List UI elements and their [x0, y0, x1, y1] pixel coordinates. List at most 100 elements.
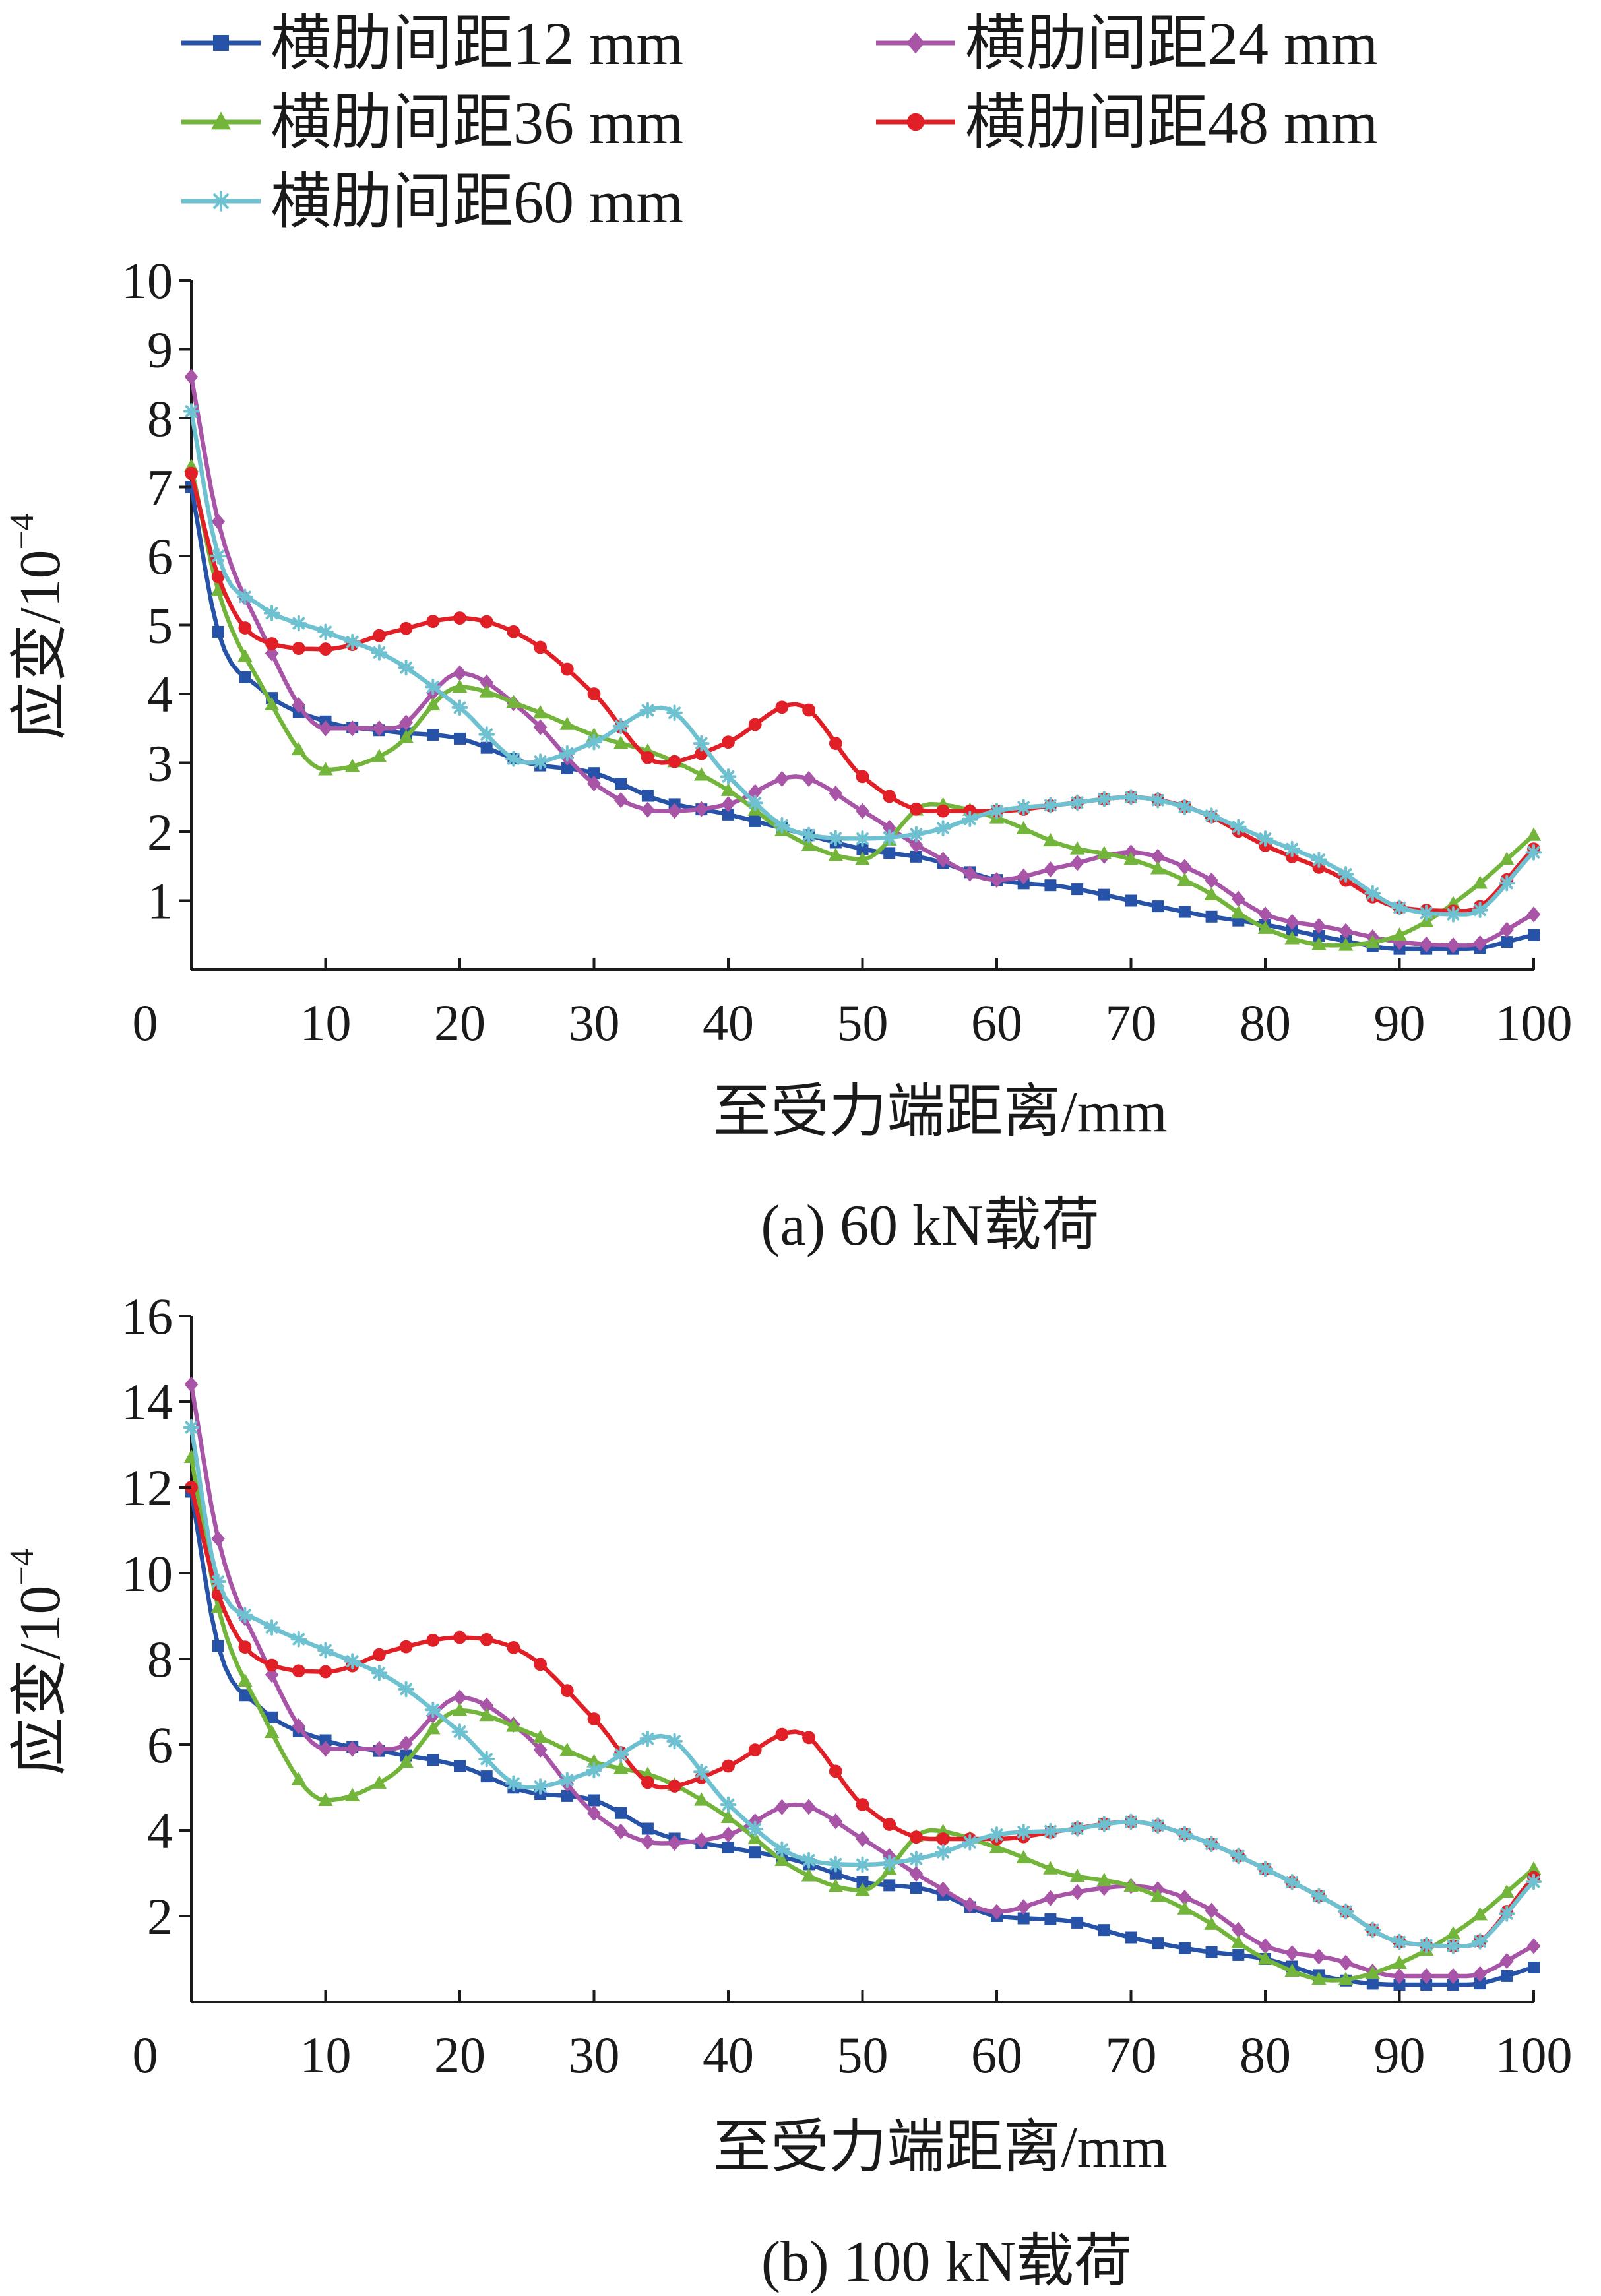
data-point: [801, 837, 817, 851]
data-point: [1284, 1874, 1301, 1890]
legend-marker-diamond: [906, 32, 925, 54]
data-point: [372, 1741, 387, 1757]
data-point: [856, 770, 869, 784]
data-point: [265, 637, 278, 650]
data-point: [1313, 930, 1325, 943]
data-point: [775, 700, 789, 714]
data-point: [722, 1759, 735, 1773]
data-point: [1499, 852, 1515, 865]
x-tick-label: 10: [300, 2026, 352, 2084]
data-point: [237, 648, 253, 662]
data-point: [1392, 1955, 1407, 1970]
data-point: [1526, 906, 1541, 923]
data-point: [1150, 848, 1165, 865]
data-point: [989, 872, 1004, 888]
data-point: [1311, 1888, 1327, 1904]
data-point: [184, 369, 199, 385]
data-point: [587, 1805, 601, 1822]
data-point: [1311, 937, 1327, 950]
data-point: [371, 644, 388, 661]
series-b-60-mm: [183, 1419, 1542, 1954]
data-point: [882, 819, 896, 836]
data-point: [936, 804, 950, 818]
data-point: [1501, 1970, 1513, 1982]
data-point: [1501, 936, 1513, 948]
data-point: [1472, 1933, 1488, 1950]
data-point: [480, 1770, 493, 1783]
data-point: [398, 1681, 414, 1698]
data-point: [344, 759, 360, 772]
data-point: [1499, 1952, 1514, 1970]
data-point: [586, 733, 602, 751]
data-point: [1042, 1822, 1059, 1840]
data-point: [506, 695, 521, 708]
data-point: [1203, 807, 1220, 824]
data-point: [1257, 830, 1274, 847]
x-tick-labels-a: 0 10 20 30 40 50 60 70 80 90 100: [133, 958, 1573, 1051]
data-point: [641, 790, 654, 802]
x-tick-label: 0: [133, 994, 158, 1051]
data-point: [1447, 1979, 1459, 1991]
data-point: [1528, 929, 1540, 941]
data-point: [480, 615, 493, 629]
data-point: [453, 611, 466, 625]
data-point: [453, 1630, 466, 1644]
data-point: [1150, 1888, 1166, 1902]
data-point: [1016, 821, 1031, 834]
data-point: [1178, 906, 1191, 918]
data-point: [452, 1702, 468, 1716]
data-point: [962, 1896, 977, 1913]
data-point: [211, 1530, 226, 1547]
data-point: [1205, 872, 1218, 889]
y-tick-label: 10: [121, 1545, 173, 1602]
data-point: [1017, 1899, 1031, 1915]
data-point: [290, 1630, 307, 1648]
data-point: [801, 1799, 816, 1815]
data-point: [668, 755, 681, 768]
data-point: [371, 1775, 387, 1789]
data-point: [1285, 1945, 1300, 1962]
data-point: [641, 1834, 655, 1850]
data-point: [532, 753, 549, 770]
data-point: [1232, 1948, 1245, 1961]
x-tick-label: 70: [1106, 994, 1157, 1051]
data-point: [210, 582, 226, 596]
data-point: [1125, 894, 1137, 907]
data-point: [1528, 1962, 1540, 1973]
y-tick-label: 9: [147, 321, 173, 379]
data-point: [694, 801, 708, 817]
x-tick-label: 90: [1374, 2026, 1426, 2084]
x-tick-label: 100: [1495, 2026, 1573, 2084]
data-point: [613, 735, 629, 749]
data-point: [426, 615, 440, 629]
data-point: [883, 1879, 896, 1892]
data-point: [720, 768, 737, 785]
x-tick-label: 20: [434, 994, 486, 1051]
data-point: [1205, 910, 1218, 923]
data-point: [1393, 1968, 1406, 1985]
data-point: [989, 1904, 1004, 1920]
data-point: [908, 1850, 925, 1867]
x-tick-label: 80: [1240, 2026, 1291, 2084]
legend-label: 横肋间距24 mm: [965, 10, 1378, 77]
data-point: [1257, 1951, 1273, 1965]
data-point: [290, 615, 307, 632]
y-tick-label: 16: [121, 1288, 173, 1345]
y-tick-label: 10: [121, 252, 173, 309]
data-point: [936, 852, 950, 868]
data-point: [1043, 832, 1058, 847]
data-point: [183, 403, 200, 419]
y-tick-label: 5: [147, 597, 173, 654]
data-point: [559, 745, 576, 762]
data-point: [1338, 937, 1354, 951]
data-point: [1420, 1979, 1433, 1991]
data-point: [749, 815, 761, 827]
data-point: [910, 1882, 922, 1894]
data-point: [1098, 888, 1110, 901]
data-point: [212, 625, 224, 638]
data-point: [1152, 1937, 1164, 1950]
data-point: [1178, 1942, 1191, 1954]
data-point: [1286, 924, 1298, 937]
data-point: [1069, 1820, 1086, 1837]
